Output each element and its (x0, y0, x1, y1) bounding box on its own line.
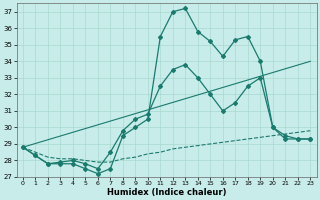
X-axis label: Humidex (Indice chaleur): Humidex (Indice chaleur) (107, 188, 226, 197)
